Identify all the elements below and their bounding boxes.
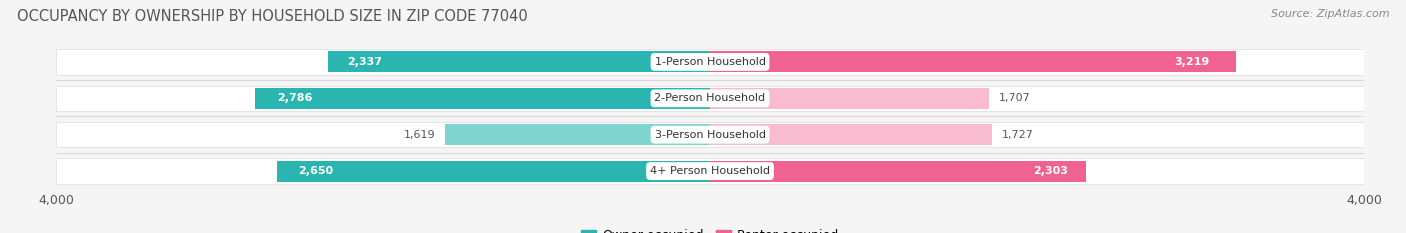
Text: 2,337: 2,337 bbox=[347, 57, 382, 67]
Text: 3,219: 3,219 bbox=[1174, 57, 1209, 67]
Bar bbox=[56, 122, 1364, 147]
Text: 3-Person Household: 3-Person Household bbox=[655, 130, 765, 140]
Bar bbox=[56, 86, 1364, 111]
Text: 4+ Person Household: 4+ Person Household bbox=[650, 166, 770, 176]
Text: 2,303: 2,303 bbox=[1033, 166, 1067, 176]
Text: 2,786: 2,786 bbox=[277, 93, 312, 103]
Bar bbox=[710, 124, 993, 145]
Bar bbox=[254, 88, 710, 109]
Text: 1,619: 1,619 bbox=[404, 130, 436, 140]
Text: 1,707: 1,707 bbox=[998, 93, 1031, 103]
Bar bbox=[710, 88, 988, 109]
Bar bbox=[446, 124, 710, 145]
Text: 1-Person Household: 1-Person Household bbox=[655, 57, 765, 67]
Bar bbox=[56, 49, 1364, 75]
Bar bbox=[710, 51, 1236, 72]
Text: OCCUPANCY BY OWNERSHIP BY HOUSEHOLD SIZE IN ZIP CODE 77040: OCCUPANCY BY OWNERSHIP BY HOUSEHOLD SIZE… bbox=[17, 9, 527, 24]
Legend: Owner-occupied, Renter-occupied: Owner-occupied, Renter-occupied bbox=[575, 224, 845, 233]
Bar bbox=[328, 51, 710, 72]
Text: 2-Person Household: 2-Person Household bbox=[654, 93, 766, 103]
Bar bbox=[710, 161, 1087, 182]
Bar bbox=[277, 161, 710, 182]
Text: Source: ZipAtlas.com: Source: ZipAtlas.com bbox=[1271, 9, 1389, 19]
Text: 2,650: 2,650 bbox=[298, 166, 333, 176]
Text: 1,727: 1,727 bbox=[1002, 130, 1033, 140]
Bar bbox=[56, 158, 1364, 184]
